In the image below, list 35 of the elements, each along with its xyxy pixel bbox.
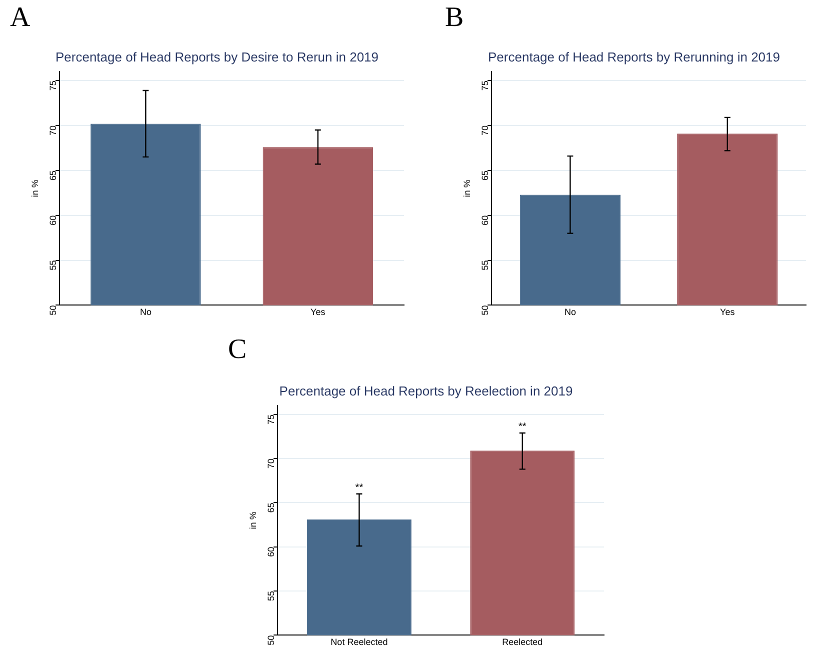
y-tick-label: 65 bbox=[48, 170, 58, 180]
x-tick-label: Reelected bbox=[502, 637, 543, 648]
y-axis-title: in % bbox=[248, 512, 258, 530]
text: B bbox=[445, 2, 464, 34]
y-tick-label: 75 bbox=[48, 80, 58, 91]
y-tick-label: 60 bbox=[266, 546, 276, 557]
y-axis-title: in % bbox=[30, 180, 40, 198]
x-tick-label: No bbox=[564, 307, 576, 318]
annotation: ** bbox=[518, 422, 526, 433]
y-tick-label: 55 bbox=[48, 260, 58, 270]
y-tick-label: 55 bbox=[266, 591, 276, 602]
y-tick-label: 75 bbox=[266, 414, 276, 424]
y-tick-label: 60 bbox=[48, 215, 58, 226]
annotation: ** bbox=[355, 482, 364, 494]
y-axis-title: in % bbox=[462, 180, 472, 198]
y-tick-label: 75 bbox=[480, 80, 490, 91]
y-tick-label: 55 bbox=[480, 260, 490, 270]
y-tick-label: 50 bbox=[266, 635, 276, 646]
y-tick-label: 70 bbox=[480, 126, 490, 136]
x-tick-label: Not Reelected bbox=[330, 637, 388, 648]
y-tick-label: 50 bbox=[480, 305, 490, 316]
chart-title: Percentage of Head Reports by Reelection in 2019 bbox=[279, 383, 573, 398]
y-tick-label: 50 bbox=[48, 305, 58, 316]
chart-title: Percentage of Head Reports by Rerunning in 2019 bbox=[488, 49, 780, 64]
text: C bbox=[228, 334, 247, 366]
y-tick-label: 65 bbox=[266, 502, 276, 513]
x-tick-label: Yes bbox=[310, 307, 326, 318]
y-tick-label: 60 bbox=[480, 215, 490, 226]
y-tick-label: 70 bbox=[48, 126, 58, 136]
x-tick-label: Yes bbox=[720, 307, 736, 318]
y-tick-label: 65 bbox=[480, 170, 490, 180]
x-tick-label: No bbox=[140, 307, 152, 318]
chart-title: Percentage of Head Reports by Desire to Rerun in 2019 bbox=[55, 49, 379, 64]
y-tick-label: 70 bbox=[266, 458, 276, 469]
text: A bbox=[10, 2, 30, 34]
